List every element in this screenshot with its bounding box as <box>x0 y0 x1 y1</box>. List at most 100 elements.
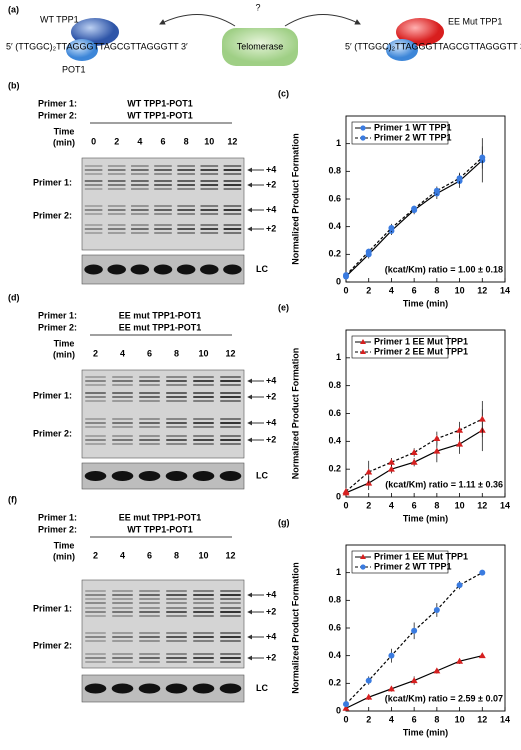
lane-label: 12 <box>227 136 237 146</box>
ratio-annotation: (kcat/Km) ratio = 2.59 ± 0.07 <box>385 693 503 703</box>
dna-sequence: 5′ (TTGGC)₂TTAGGGTTAGCGTTAGGGTT 3′ <box>6 41 188 51</box>
x-tick-label: 0 <box>343 500 348 510</box>
data-point <box>342 487 350 494</box>
primer-label: Primer 2: <box>38 110 77 120</box>
gel-band <box>85 594 106 596</box>
gel-band <box>84 213 103 215</box>
gel-band <box>154 213 172 215</box>
lane-label: 2 <box>93 348 98 358</box>
gel-band <box>112 661 133 663</box>
y-tick-label: 0 <box>336 276 341 286</box>
gel-band <box>85 640 106 642</box>
primer-label: Primer 1: <box>38 310 77 320</box>
pot1-shape <box>386 39 418 61</box>
gel-band <box>220 384 241 386</box>
lane-label: 12 <box>225 348 235 358</box>
x-tick-label: 10 <box>455 500 465 510</box>
legend-marker <box>360 339 366 344</box>
x-tick-label: 12 <box>477 714 487 724</box>
gel-band <box>85 392 106 394</box>
gel-band <box>200 209 219 211</box>
gel-band <box>220 607 241 609</box>
gel-band <box>177 180 195 182</box>
gel-band <box>107 213 126 215</box>
gel-band <box>139 422 160 424</box>
gel-band <box>107 224 126 226</box>
gel-band <box>107 184 126 186</box>
lc-band <box>165 471 188 481</box>
gel-band <box>112 653 133 655</box>
gel-band <box>166 422 187 424</box>
gel-band <box>85 396 106 398</box>
gel-band <box>166 590 187 592</box>
gel-band <box>220 439 241 441</box>
gel-band <box>139 594 160 596</box>
gel-band <box>193 611 214 613</box>
x-tick-label: 10 <box>455 285 465 295</box>
lc-band <box>138 683 161 694</box>
gel-band <box>200 232 219 234</box>
y-tick-label: 1 <box>336 352 341 362</box>
data-point <box>410 677 418 684</box>
row-label: Primer 1: <box>33 603 72 613</box>
gel-band <box>220 611 241 613</box>
gel-band <box>139 392 160 394</box>
gel-band <box>131 213 149 215</box>
legend-label: Primer 2 WT TPP1 <box>374 561 452 571</box>
gel-band <box>166 632 187 634</box>
gel-band <box>85 607 106 609</box>
gel-band <box>166 602 187 604</box>
wt-tpp1-shape <box>71 18 119 46</box>
gel-band <box>131 228 149 230</box>
gel-band <box>139 632 160 634</box>
primer-label: Primer 1: <box>38 512 77 522</box>
gel-band <box>112 376 133 378</box>
data-point <box>456 426 464 433</box>
gel-band <box>166 392 187 394</box>
gel-band <box>112 640 133 642</box>
legend-box <box>351 550 449 574</box>
lc-band <box>107 264 126 275</box>
dna-sequence: 5′ (TTGGC)₂TTAGGGTTAGCGTTAGGGTT 3′ <box>345 41 521 51</box>
gel-band <box>177 232 195 234</box>
data-point <box>410 458 418 465</box>
y-tick-label: 0.6 <box>328 193 341 203</box>
gel-band <box>193 657 214 659</box>
gel-band <box>166 435 187 437</box>
gel-band <box>200 205 219 207</box>
gel-image <box>81 369 245 459</box>
legend-label: Primer 1 WT TPP1 <box>374 122 452 132</box>
gel-band <box>112 400 133 402</box>
time-label: Time <box>54 540 75 550</box>
y-tick-label: 1 <box>336 138 341 148</box>
lc-band <box>200 264 219 275</box>
lc-band <box>84 683 107 694</box>
row-label: Primer 1: <box>33 177 72 187</box>
product-label: +2 <box>266 606 276 616</box>
lc-band <box>165 683 188 694</box>
data-point <box>456 582 463 589</box>
gel-band <box>112 426 133 428</box>
gel-band <box>193 392 214 394</box>
lc-band <box>192 683 215 694</box>
panel-label: (c) <box>278 88 289 98</box>
lane-label: 2 <box>93 550 98 560</box>
row-label: Primer 2: <box>33 640 72 650</box>
gel-band <box>85 443 106 445</box>
gel-band <box>84 169 103 171</box>
y-tick-label: 0.4 <box>328 436 341 446</box>
lc-band <box>153 264 173 275</box>
gel-band <box>177 169 195 171</box>
gel-band <box>193 396 214 398</box>
data-point <box>411 627 418 634</box>
ratio-annotation: (kcat/Km) ratio = 1.00 ± 0.18 <box>385 264 503 274</box>
gel-band <box>177 184 195 186</box>
gel-band <box>131 209 149 211</box>
primer-construct: EE mut TPP1-POT1 <box>119 310 202 320</box>
y-tick-label: 0 <box>336 705 341 715</box>
enzyme-label: Telomerase <box>237 41 284 51</box>
x-tick-label: 4 <box>389 285 394 295</box>
lane-label: 2 <box>114 136 119 146</box>
gel-band <box>177 228 195 230</box>
